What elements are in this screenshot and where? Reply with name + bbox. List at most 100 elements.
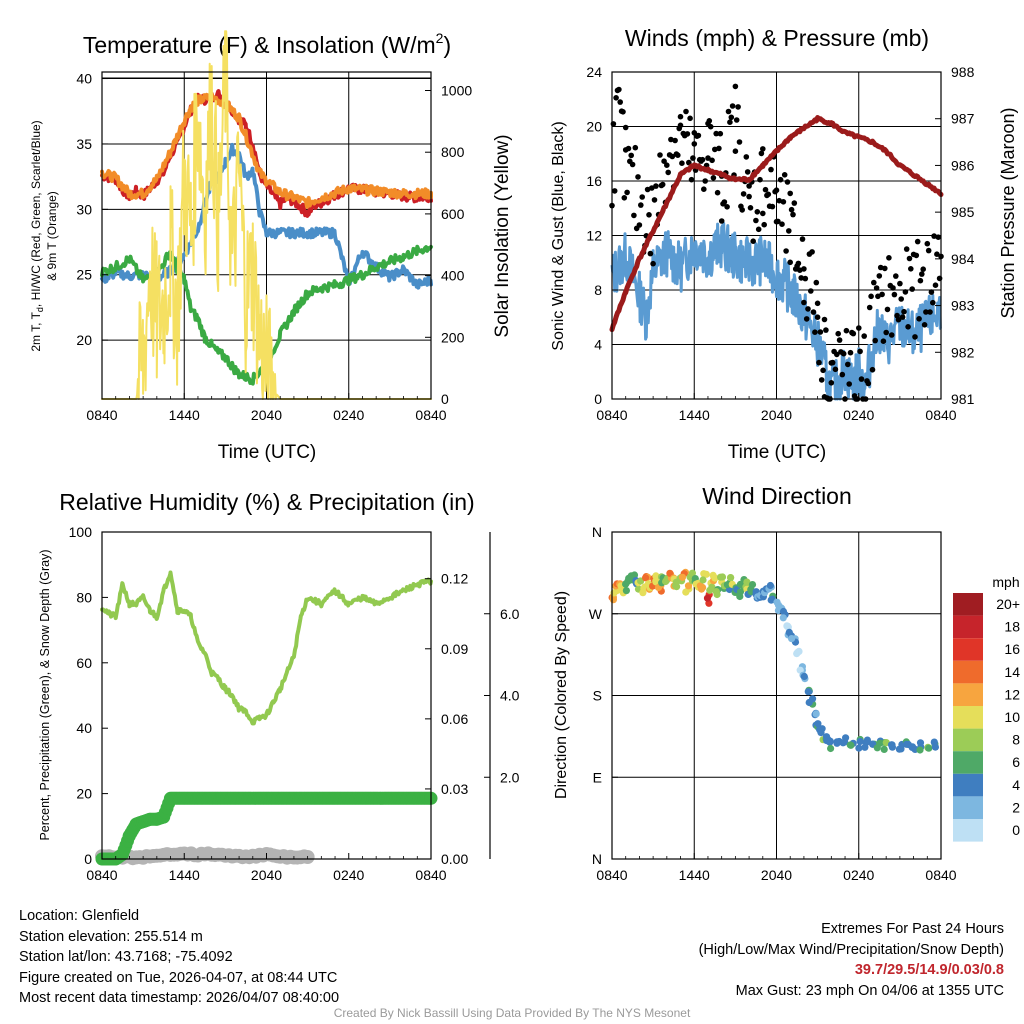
temperature-panel: Temperature (F) & Insolation (W/m2) 0840… [29,30,513,463]
wind-direction-point [833,739,841,747]
winds-xtick-label: 0840 [925,407,956,423]
gust-point [713,130,719,137]
winds-panel-title: Winds (mph) & Pressure (mb) [625,25,929,51]
wind-direction-point [779,614,787,622]
pressure-right-ytick-label: 986 [951,157,975,173]
gust-point [845,361,851,368]
insolation-right-ytick-label: 1000 [441,83,472,99]
gust-point [743,154,750,160]
gust-point [823,327,829,333]
precip-right-ytick-label: 0.09 [441,641,468,657]
gust-point [706,118,713,124]
gust-point [813,279,820,286]
gust-point [791,200,798,206]
wind-direction-point [766,581,775,590]
gust-point [632,144,639,151]
gust-point [724,204,730,210]
gust-point [620,109,626,115]
winds-xtick-label: 0240 [843,407,874,423]
gust-point [919,271,925,277]
temperature-series-line [100,92,433,209]
temperature-xtick-label: 0240 [333,407,364,423]
wind-direction-point [916,739,925,747]
extremes-legend: (High/Low/Max Wind/Precipitation/Snow De… [698,941,1004,958]
gust-point [930,299,936,306]
gust-point [865,380,872,387]
wind-direction-point [795,647,803,656]
extremes-values: 39.7/29.5/14.9/0.03/0.8 [854,962,1004,978]
gust-point [777,176,784,183]
wind-direction-point [642,574,650,582]
gust-point [801,266,807,272]
gust-point [821,316,828,323]
gust-point [653,183,659,189]
gust-point [805,306,811,312]
gust-point [895,316,902,323]
gust-point [701,186,707,192]
gust-point [732,83,739,90]
gust-point [684,131,691,137]
gust-point [699,156,706,163]
temperature-left-ytick-label: 30 [76,201,92,217]
gust-point [931,233,937,239]
gust-point [935,234,942,240]
colorbar-level-label: 0 [1012,822,1020,838]
colorbar-swatch [953,796,983,819]
gust-point [905,324,911,330]
humidity-left-ytick-label: 20 [76,786,92,802]
gust-point [768,166,774,173]
wind-direction-left-ytick-label: W [589,606,603,622]
wind-direction-point [652,578,660,586]
humidity-plot-frame [101,531,432,860]
wind-direction-point [622,587,631,595]
station-location: Location: Glenfield [19,908,140,924]
gust-point [898,296,904,302]
winds-series [609,83,944,402]
gust-point [888,332,895,338]
gust-point [869,366,876,373]
wind-direction-point [827,744,835,753]
wind-direction-point [666,569,674,577]
gust-point [783,248,789,254]
wind-direction-point [652,572,660,580]
gust-point [820,367,826,374]
gust-point [687,115,693,122]
gust-point [761,221,767,228]
wind-direction-point [688,569,697,577]
wind-direction-point [736,592,744,601]
colorbar-swatch [953,819,983,842]
gust-point [683,108,689,115]
colorbar-level-label: 4 [1012,777,1020,793]
wind-direction-point [748,581,757,589]
gust-point [702,178,708,184]
wind-direction-point [736,580,745,589]
gust-point [780,199,787,205]
gust-point [775,218,781,225]
humidity-series [95,570,438,866]
gust-point [621,195,628,201]
winds-ticks: 0840 1440 2040 0240 084004812162024981982983… [586,64,974,423]
gust-point [624,189,630,196]
colorbar-swatch [953,706,983,729]
humidity-xtick-label: 1440 [169,867,200,883]
station-elevation: Station elevation: 255.514 m [19,928,203,945]
gust-point [709,157,715,164]
pressure-right-ytick-label: 981 [951,391,975,407]
gust-point [866,304,873,311]
temperature-left-ytick-label: 25 [76,267,92,283]
wind-direction-xtick-label: 0840 [925,867,956,883]
wind-direction-point [709,571,717,580]
humidity-left-ytick-label: 40 [76,720,92,736]
colorbar-swatch [953,751,983,774]
snow-right-ytick-label: 2.0 [500,769,520,785]
wind-direction-point [783,622,791,630]
temperature-left-ytick-label: 40 [76,71,92,87]
winds-left-ytick-label: 8 [594,282,602,298]
wind-direction-point [856,737,864,746]
figure-created: Figure created on Tue, 2026-04-07, at 08… [19,969,338,986]
wind-direction-point [700,570,708,578]
gust-point [769,203,776,210]
gust-point [908,266,914,272]
gust-point [628,152,634,159]
colorbar-level-label: 14 [1004,664,1020,680]
